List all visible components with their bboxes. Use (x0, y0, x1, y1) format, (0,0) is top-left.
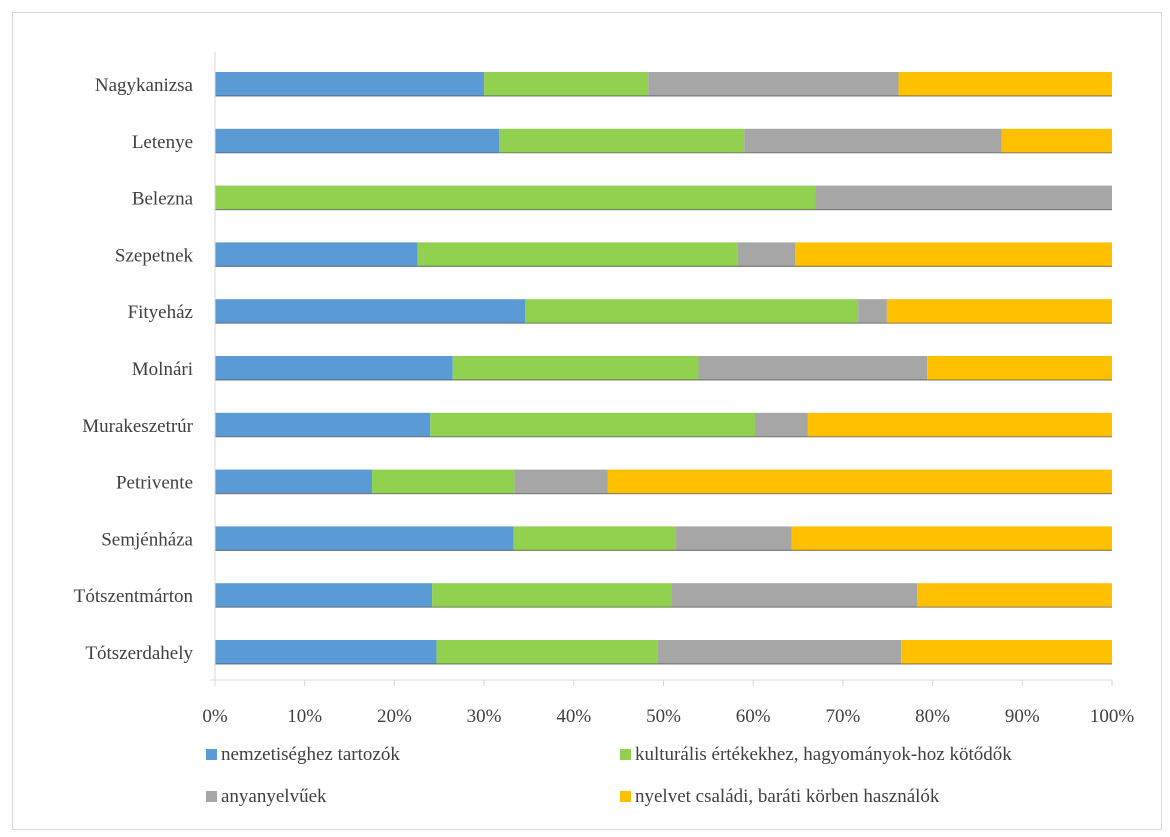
bar-totszerdahely-anyanyelvuek (657, 640, 902, 664)
legend-label-nyelvet-csaladi-barati-korben-hasznalok: nyelvet családi, baráti körben használók (635, 786, 940, 807)
bar-totszerdahely-nemzetiseghez-tartozok (215, 640, 437, 664)
bars-layer (215, 72, 1112, 665)
bar-letenye-anyanyelvuek (744, 128, 1002, 153)
bar-molnari-kulturalis-ertekekhez-hagyomanyok-hoz-kotodok (452, 356, 699, 380)
x-tick-label-7: 70% (825, 706, 860, 727)
bar-fityehaz-kulturalis-ertekekhez-hagyomanyok-hoz-kotodok (525, 299, 859, 324)
bar-murakeszetrur-anyanyelvuek (754, 412, 808, 437)
bar-nagykanizsa-nyelvet-csaladi-barati-korben-hasznalok (898, 72, 1112, 96)
bar-letenye-nemzetiseghez-tartozok (215, 128, 500, 153)
bar-totszentmarton-nemzetiseghez-tartozok (215, 583, 433, 608)
legend-swatch-nemzetiseghez-tartozok (206, 749, 217, 760)
bar-murakeszetrur-kulturalis-ertekekhez-hagyomanyok-hoz-kotodok (430, 412, 755, 437)
bar-petrivente-kulturalis-ertekekhez-hagyomanyok-hoz-kotodok (371, 469, 515, 494)
x-tick-label-9: 90% (1005, 706, 1040, 727)
category-label-molnari: Molnári (132, 359, 193, 380)
bar-belezna-kulturalis-ertekekhez-hagyomanyok-hoz-kotodok (215, 185, 816, 210)
category-label-totszerdahely: Tótszerdahely (85, 643, 193, 664)
bar-molnari-nemzetiseghez-tartozok (215, 356, 453, 380)
bar-semjenhaza-nemzetiseghez-tartozok (215, 526, 514, 551)
x-tick-label-4: 40% (556, 706, 591, 727)
bar-fityehaz-nemzetiseghez-tartozok (215, 299, 526, 324)
category-label-belezna: Belezna (132, 189, 194, 210)
bar-nagykanizsa-nemzetiseghez-tartozok (215, 72, 485, 96)
bar-totszentmarton-nyelvet-csaladi-barati-korben-hasznalok (917, 583, 1112, 608)
x-tick-label-0: 0% (202, 706, 228, 727)
bar-totszentmarton-kulturalis-ertekekhez-hagyomanyok-hoz-kotodok (432, 583, 672, 608)
bar-semjenhaza-anyanyelvuek (676, 526, 792, 551)
bar-murakeszetrur-nyelvet-csaladi-barati-korben-hasznalok (807, 412, 1112, 437)
x-tick-label-10: 100% (1090, 706, 1135, 727)
category-label-murakeszetrur: Murakeszetrúr (82, 416, 193, 437)
bar-petrivente-anyanyelvuek (514, 469, 608, 494)
x-tick-label-1: 10% (287, 706, 322, 727)
category-label-totszentmarton: Tótszentmárton (74, 586, 194, 607)
category-label-szepetnek: Szepetnek (115, 245, 194, 266)
category-label-fityehaz: Fityeház (128, 302, 193, 323)
bar-molnari-anyanyelvuek (698, 356, 928, 380)
category-label-letenye: Letenye (132, 132, 193, 153)
bar-petrivente-nyelvet-csaladi-barati-korben-hasznalok (607, 469, 1112, 494)
category-label-nagykanizsa: Nagykanizsa (95, 75, 194, 96)
bar-totszentmarton-anyanyelvuek (671, 583, 918, 608)
legend-swatch-kulturalis-ertekekhez-hagyomanyok-hoz-kotodok (620, 749, 631, 760)
bar-letenye-kulturalis-ertekekhez-hagyomanyok-hoz-kotodok (499, 128, 745, 153)
legend: nemzetiséghez tartozók kulturális értékek… (206, 744, 1012, 807)
legend-label-nemzetiseghez-tartozok: nemzetiséghez tartozók (221, 744, 400, 765)
legend-label-kulturalis-ertekekhez-hagyomanyok-hoz-kotodok: kulturális értékekhez, hagyományok-hoz k… (635, 744, 1012, 765)
legend-label-anyanyelvuek: anyanyelvűek (221, 786, 327, 807)
y-axis-category-labels: Nagykanizsa Letenye Belezna Szepetnek Fityeh… (74, 75, 194, 664)
bar-molnari-nyelvet-csaladi-barati-korben-hasznalok (927, 356, 1112, 380)
category-label-petrivente: Petrivente (116, 473, 193, 494)
x-tick-label-6: 60% (736, 706, 771, 727)
bar-totszerdahely-nyelvet-csaladi-barati-korben-hasznalok (901, 640, 1112, 664)
bar-semjenhaza-kulturalis-ertekekhez-hagyomanyok-hoz-kotodok (513, 526, 677, 551)
bar-fityehaz-nyelvet-csaladi-barati-korben-hasznalok (886, 299, 1112, 324)
bar-szepetnek-nemzetiseghez-tartozok (215, 242, 418, 267)
bar-letenye-nyelvet-csaladi-barati-korben-hasznalok (1001, 128, 1112, 153)
legend-swatch-anyanyelvuek (206, 791, 217, 802)
x-tick-label-5: 50% (646, 706, 681, 727)
bar-szepetnek-nyelvet-csaladi-barati-korben-hasznalok (795, 242, 1112, 267)
bar-szepetnek-anyanyelvuek (737, 242, 796, 267)
bar-fityehaz-anyanyelvuek (858, 299, 887, 324)
bar-nagykanizsa-kulturalis-ertekekhez-hagyomanyok-hoz-kotodok (484, 72, 649, 96)
bar-nagykanizsa-anyanyelvuek (648, 72, 899, 96)
bar-semjenhaza-nyelvet-csaladi-barati-korben-hasznalok (791, 526, 1112, 551)
category-label-semjenhaza: Semjénháza (101, 529, 193, 550)
bar-belezna-anyanyelvuek (815, 185, 1112, 210)
x-tick-label-3: 30% (467, 706, 502, 727)
bar-szepetnek-kulturalis-ertekekhez-hagyomanyok-hoz-kotodok (417, 242, 738, 267)
legend-swatch-nyelvet-csaladi-barati-korben-hasznalok (620, 791, 631, 802)
bar-murakeszetrur-nemzetiseghez-tartozok (215, 412, 431, 437)
x-tick-label-2: 20% (377, 706, 412, 727)
x-axis: 0% 10% 20% 30% 40% 50% 60% 70% 80% 90% 100% (202, 52, 1134, 727)
bar-totszerdahely-kulturalis-ertekekhez-hagyomanyok-hoz-kotodok (436, 640, 658, 664)
bar-petrivente-nemzetiseghez-tartozok (215, 469, 372, 494)
x-tick-label-8: 80% (915, 706, 950, 727)
